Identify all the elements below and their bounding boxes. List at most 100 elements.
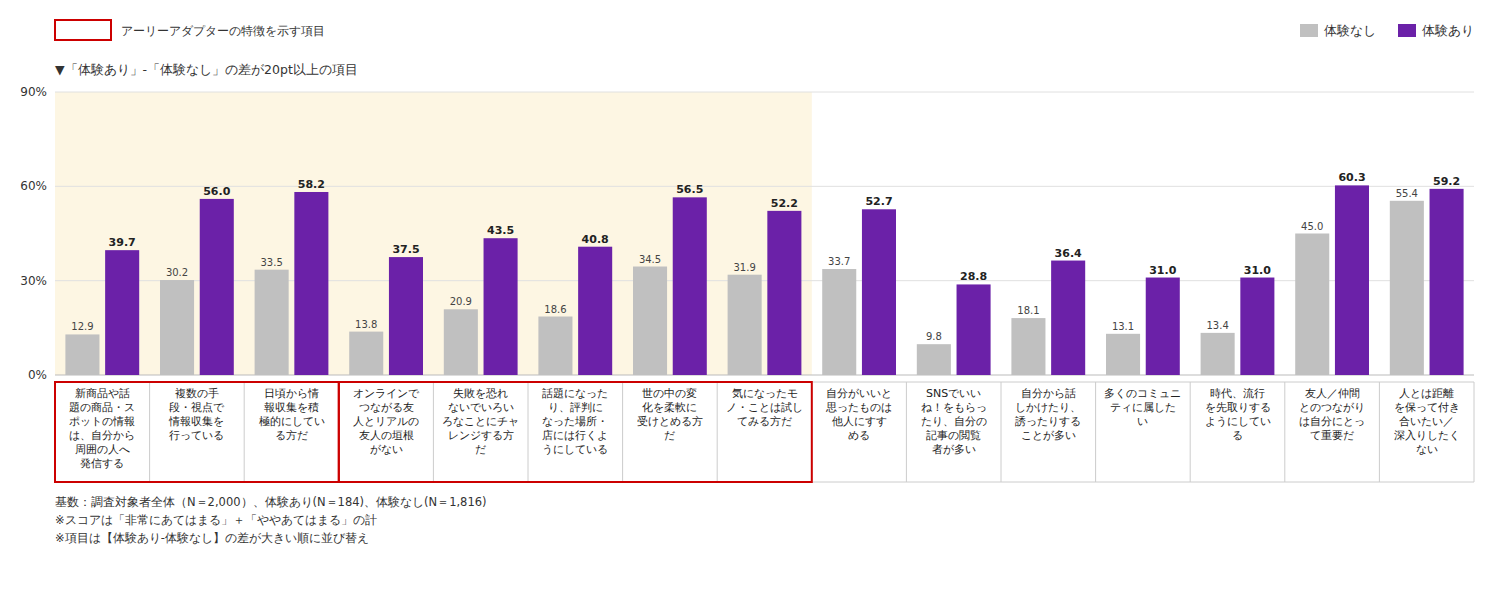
- table-divider: [433, 382, 434, 482]
- data-label: 28.8: [960, 270, 987, 283]
- bar: [349, 332, 383, 375]
- bar: [1146, 278, 1180, 375]
- bars: [65, 185, 1463, 375]
- bar: [444, 309, 478, 375]
- footnote: 基数：調査対象者全体（N＝2,000）、体験あり(N＝184)、体験なし(N＝1…: [55, 495, 487, 509]
- bar: [255, 270, 289, 375]
- grid-line: [55, 186, 1474, 187]
- data-label: 30.2: [166, 267, 188, 278]
- bar: [822, 269, 856, 375]
- bar: [633, 267, 667, 375]
- category-label: オンラインでつながる友人とリアルの友人の垣根がない: [353, 387, 420, 456]
- table-divider: [1190, 382, 1191, 482]
- data-label: 52.2: [771, 197, 798, 210]
- data-label: 43.5: [487, 224, 514, 237]
- group-border: [339, 382, 812, 482]
- data-label: 13.8: [355, 319, 377, 330]
- bar: [538, 317, 572, 375]
- table-divider: [1379, 382, 1380, 482]
- category-label: 世の中の変化を柔軟に受けとめる方だ: [637, 387, 703, 442]
- category-label: SNSでいいね！をもらったり、自分の記事の閲覧者が多い: [921, 387, 987, 456]
- data-label: 34.5: [639, 254, 661, 265]
- data-label: 60.3: [1338, 171, 1365, 184]
- table-divider: [244, 382, 245, 482]
- annotation: アーリーアダプターの特徴を示す項目: [121, 24, 325, 38]
- data-label: 31.0: [1149, 264, 1176, 277]
- highlight-band: [55, 92, 812, 375]
- table-divider: [1284, 382, 1285, 482]
- table-divider: [528, 382, 529, 482]
- legend-item: 体験なし: [1300, 23, 1376, 38]
- data-label: 56.0: [203, 185, 230, 198]
- bar: [1335, 185, 1369, 375]
- category-label: 時代、流行を先取りするようにしている: [1205, 387, 1271, 442]
- bar: [200, 199, 234, 375]
- bar: [1201, 333, 1235, 375]
- category-label: 話題になったり、評判になった場所・店には行くようにしている: [542, 387, 608, 456]
- y-tick-label: 30%: [20, 274, 47, 288]
- bar: [1106, 334, 1140, 375]
- category-label: 気になったモノ・ことは試してみる方だ: [726, 387, 803, 428]
- legend-swatch: [1300, 24, 1318, 37]
- table-divider: [906, 382, 907, 482]
- data-label: 55.4: [1396, 188, 1418, 199]
- category-label: 複数の手段・視点で情報収集を行っている: [168, 387, 225, 442]
- data-label: 58.2: [298, 178, 325, 191]
- data-label: 45.0: [1301, 221, 1323, 232]
- data-label: 18.6: [544, 304, 566, 315]
- data-label: 13.1: [1112, 321, 1134, 332]
- data-label: 52.7: [865, 195, 892, 208]
- bar: [160, 280, 194, 375]
- legend-swatch: [1398, 24, 1416, 37]
- bar: [917, 344, 951, 375]
- data-label: 59.2: [1433, 175, 1460, 188]
- data-label: 33.7: [828, 256, 850, 267]
- category-label: 自分がいいと思ったものは他人にすすめる: [825, 387, 892, 442]
- bar: [1240, 278, 1274, 375]
- category-label: 失敗を恐れないでいろいろなことにチャレンジする方だ: [442, 387, 519, 456]
- data-labels: 12.930.233.513.820.918.634.531.933.79.81…: [71, 171, 1460, 342]
- y-tick-label: 60%: [20, 179, 47, 193]
- data-label: 36.4: [1055, 247, 1082, 260]
- bar: [673, 197, 707, 375]
- data-label: 13.4: [1207, 320, 1229, 331]
- chart: 0%30%60%90%12.930.233.513.820.918.634.53…: [0, 0, 1489, 596]
- bar: [728, 275, 762, 375]
- annotation: ▼「体験あり」-「体験なし」の差が20pt以上の項目: [55, 62, 358, 77]
- y-tick-label: 0%: [28, 368, 47, 382]
- legend-item: 体験あり: [1398, 23, 1474, 38]
- data-label: 40.8: [582, 233, 609, 246]
- bar: [1390, 201, 1424, 375]
- table-divider: [1474, 382, 1475, 482]
- bar: [484, 238, 518, 375]
- legend: 体験なし 体験あり: [1300, 23, 1474, 38]
- table-divider: [1095, 382, 1096, 482]
- legend-label: 体験あり: [1422, 23, 1474, 38]
- category-label: 多くのコミュニティに属したい: [1104, 387, 1181, 428]
- data-label: 37.5: [392, 243, 419, 256]
- data-label: 31.9: [734, 262, 756, 273]
- group-key: [55, 20, 111, 40]
- category-label: 日頃から情報収集を積極的にしている方だ: [259, 387, 325, 442]
- data-label: 31.0: [1244, 264, 1271, 277]
- footnote: ※スコアは「非常にあてはまる」＋「ややあてはまる」の計: [55, 513, 377, 527]
- legend-label: 体験なし: [1324, 23, 1376, 38]
- data-label: 20.9: [450, 296, 472, 307]
- bar: [294, 192, 328, 375]
- table-divider: [622, 382, 623, 482]
- footnote: ※項目は【体験あり-体験なし】の差が大きい順に並び替え: [55, 531, 369, 545]
- bar: [1295, 234, 1329, 376]
- table-divider: [149, 382, 150, 482]
- bar: [65, 334, 99, 375]
- data-label: 12.9: [71, 321, 93, 332]
- bar: [1011, 318, 1045, 375]
- category-label: 自分から話しかけたり、誘ったりすることが多い: [1015, 387, 1081, 442]
- bar: [105, 250, 139, 375]
- table-divider: [717, 382, 718, 482]
- data-label: 18.1: [1017, 305, 1039, 316]
- y-tick-label: 90%: [20, 85, 47, 99]
- category-label: 人とは距離を保って付き合いたい／深入りしたくない: [1394, 387, 1460, 456]
- bar: [767, 211, 801, 375]
- data-label: 56.5: [676, 183, 703, 196]
- bar: [1051, 261, 1085, 375]
